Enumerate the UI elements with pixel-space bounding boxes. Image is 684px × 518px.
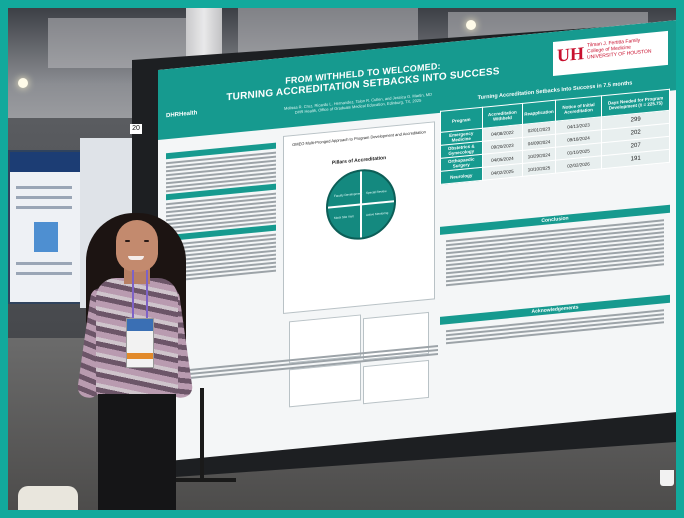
pillars-figure: GMEO Multi-Pronged Approach to Program D… bbox=[283, 121, 435, 314]
table-cell: Neurology bbox=[440, 167, 483, 185]
uh-logo-mark: UH bbox=[557, 42, 584, 66]
neighbor-poster-figure bbox=[34, 222, 58, 252]
neighbor-poster bbox=[8, 150, 82, 304]
poster-stand-base bbox=[176, 478, 236, 482]
ceiling-light bbox=[18, 78, 28, 88]
person-eye bbox=[144, 240, 149, 242]
paper-cup bbox=[660, 470, 674, 486]
person-face bbox=[116, 220, 158, 272]
name-badge bbox=[126, 318, 154, 368]
board-number: 20 bbox=[130, 124, 142, 134]
uh-logo-text: Tilman J. Fertitta Family College of Med… bbox=[587, 36, 652, 61]
pillar-label: Mock Site Visit bbox=[334, 214, 354, 221]
photo: 20 FROM WITHHELD TO WELCOMED: TURNING AC… bbox=[8, 8, 676, 510]
person-neck bbox=[124, 268, 150, 284]
poster-middle-column: GMEO Multi-Pronged Approach to Program D… bbox=[283, 121, 435, 436]
neighbor-poster-text bbox=[16, 262, 72, 265]
lanyard bbox=[132, 270, 148, 322]
bag bbox=[18, 486, 78, 510]
dhr-health-logo: DHRHealth bbox=[166, 110, 198, 120]
poster-stand-pole bbox=[200, 388, 204, 480]
pillars-heading: Pillars of Accreditation bbox=[331, 155, 387, 167]
research-poster: FROM WITHHELD TO WELCOMED: TURNING ACCRE… bbox=[158, 20, 676, 462]
poster-right-column: Turning Accreditation Setbacks Into Succ… bbox=[440, 71, 670, 433]
neighbor-poster-text bbox=[16, 206, 72, 209]
badge-header bbox=[127, 319, 153, 331]
uh-college-logo: UH Tilman J. Fertitta Family College of … bbox=[553, 30, 668, 76]
pillars-circle: Faculty Development Special Review Mock … bbox=[326, 166, 396, 243]
neighbor-poster-text bbox=[16, 186, 72, 189]
person-smile bbox=[128, 256, 144, 260]
person-pants bbox=[98, 394, 176, 510]
badge-stripe bbox=[127, 353, 153, 359]
pillar-label: Active Mentoring bbox=[366, 210, 389, 217]
pillars-figure-title: GMEO Multi-Pronged Approach to Program D… bbox=[292, 129, 426, 148]
table-cell: 10/10/2025 bbox=[522, 160, 556, 177]
neighbor-poster-text bbox=[16, 196, 72, 199]
ceiling-light bbox=[466, 20, 476, 30]
neighbor-poster-header bbox=[10, 152, 80, 172]
conclusion-text bbox=[446, 217, 664, 310]
table-cell: 04/02/2025 bbox=[482, 163, 523, 181]
pillar-label: Faculty Development bbox=[334, 191, 363, 199]
pillar-label: Special Review bbox=[366, 188, 387, 195]
neighbor-poster-text bbox=[16, 272, 72, 275]
person-eye bbox=[125, 240, 130, 242]
